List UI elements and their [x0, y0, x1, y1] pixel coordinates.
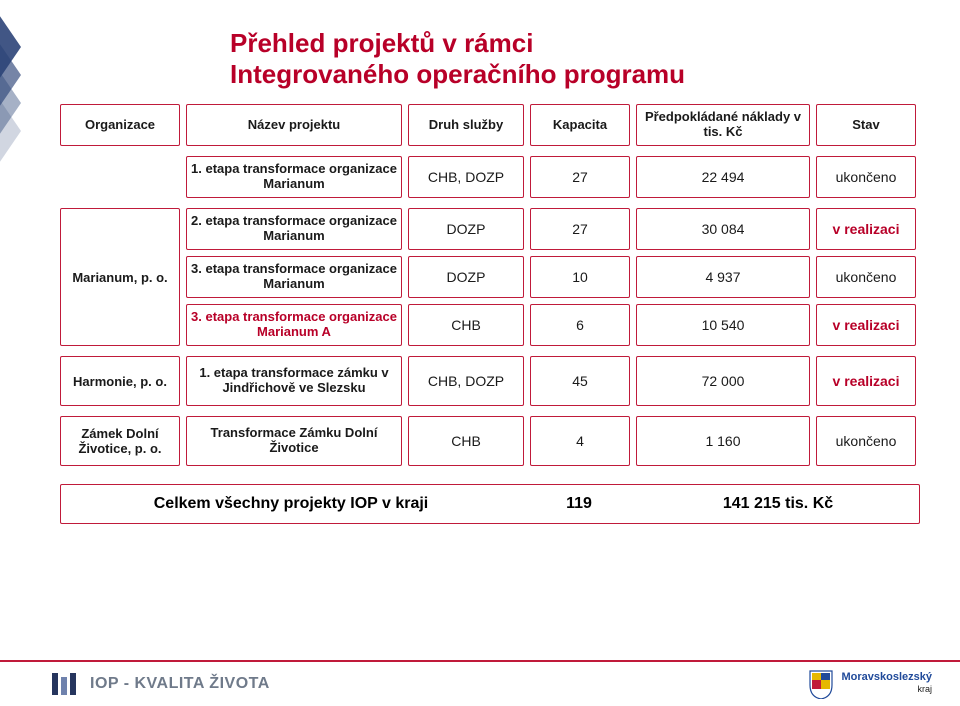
content-area: Organizace Název projektu Druh služby Ka…	[0, 104, 960, 524]
cell-name: 3. etapa transformace organizace Marianu…	[186, 256, 402, 298]
row-group-1: Marianum, p. o. 2. etapa transformace or…	[60, 208, 920, 346]
msk-logo: Moravskoslezský kraj	[808, 669, 933, 699]
row-group-2: Harmonie, p. o. 1. etapa transformace zá…	[60, 356, 920, 406]
cell-cap: 10	[530, 256, 630, 298]
total-money: 141 215 tis. Kč	[637, 495, 919, 513]
org-cell-zamek: Zámek Dolní Životice, p. o.	[60, 416, 180, 466]
cell-name: 1. etapa transformace organizace Marianu…	[186, 156, 402, 198]
title-line1: Přehled projektů v rámci	[230, 28, 533, 58]
table-header: Organizace Název projektu Druh služby Ka…	[60, 104, 920, 146]
rows-col-3: Transformace Zámku Dolní Životice CHB 4 …	[186, 416, 916, 466]
footer: IOP - KVALITA ŽIVOTA Moravskoslezský kra…	[0, 660, 960, 706]
msk-line1: Moravskoslezský	[842, 671, 933, 683]
header-cap: Kapacita	[530, 104, 630, 146]
cell-cost: 10 540	[636, 304, 810, 346]
total-row: Celkem všechny projekty IOP v kraji 119 …	[60, 484, 920, 524]
slide-title: Přehled projektů v rámci Integrovaného o…	[0, 0, 960, 104]
cell-type: CHB, DOZP	[408, 156, 524, 198]
iop-mark-icon	[52, 673, 76, 695]
cell-name: 2. etapa transformace organizace Marianu…	[186, 208, 402, 250]
table-row: 1. etapa transformace zámku v Jindřichov…	[186, 356, 916, 406]
cell-cost: 72 000	[636, 356, 810, 406]
cell-status: ukončeno	[816, 156, 916, 198]
org-cell-marianum: Marianum, p. o.	[60, 208, 180, 346]
org-cell-harmonie: Harmonie, p. o.	[60, 356, 180, 406]
cell-cost: 1 160	[636, 416, 810, 466]
table-row: 1. etapa transformace organizace Marianu…	[186, 156, 916, 198]
org-cell-empty	[60, 156, 180, 198]
slide: Přehled projektů v rámci Integrovaného o…	[0, 0, 960, 706]
msk-text: Moravskoslezský kraj	[842, 672, 933, 695]
cell-name: Transformace Zámku Dolní Životice	[186, 416, 402, 466]
rows-col-0: 1. etapa transformace organizace Marianu…	[186, 156, 916, 198]
row-group-0: 1. etapa transformace organizace Marianu…	[60, 156, 920, 198]
table-row: 2. etapa transformace organizace Marianu…	[186, 208, 916, 250]
cell-cap: 27	[530, 156, 630, 198]
header-status: Stav	[816, 104, 916, 146]
rows-col-2: 1. etapa transformace zámku v Jindřichov…	[186, 356, 916, 406]
iop-logo: IOP - KVALITA ŽIVOTA	[52, 673, 270, 695]
iop-text: IOP - KVALITA ŽIVOTA	[90, 675, 270, 693]
header-name: Název projektu	[186, 104, 402, 146]
cell-type: DOZP	[408, 208, 524, 250]
cell-cost: 30 084	[636, 208, 810, 250]
cell-type: CHB	[408, 416, 524, 466]
cell-cost: 4 937	[636, 256, 810, 298]
header-org: Organizace	[60, 104, 180, 146]
cell-type: DOZP	[408, 256, 524, 298]
rows-col-1: 2. etapa transformace organizace Marianu…	[186, 208, 916, 346]
cell-status: v realizaci	[816, 356, 916, 406]
header-cost: Předpokládané náklady v tis. Kč	[636, 104, 810, 146]
cell-type: CHB, DOZP	[408, 356, 524, 406]
cell-cap: 4	[530, 416, 630, 466]
table-row: Transformace Zámku Dolní Životice CHB 4 …	[186, 416, 916, 466]
cell-name: 1. etapa transformace zámku v Jindřichov…	[186, 356, 402, 406]
total-count: 119	[521, 495, 637, 513]
shield-icon	[808, 669, 834, 699]
cell-cap: 45	[530, 356, 630, 406]
cell-status: ukončeno	[816, 256, 916, 298]
cell-cost: 22 494	[636, 156, 810, 198]
cell-cap: 6	[530, 304, 630, 346]
title-line2: Integrovaného operačního programu	[230, 59, 685, 89]
cell-status: v realizaci	[816, 208, 916, 250]
cell-type: CHB	[408, 304, 524, 346]
total-label: Celkem všechny projekty IOP v kraji	[61, 495, 521, 513]
cell-cap: 27	[530, 208, 630, 250]
cell-status: ukončeno	[816, 416, 916, 466]
row-group-3: Zámek Dolní Životice, p. o. Transformace…	[60, 416, 920, 466]
header-type: Druh služby	[408, 104, 524, 146]
msk-line2: kraj	[917, 684, 932, 694]
cell-name: 3. etapa transformace organizace Marianu…	[186, 304, 402, 346]
cell-status: v realizaci	[816, 304, 916, 346]
table-row: 3. etapa transformace organizace Marianu…	[186, 304, 916, 346]
table-row: 3. etapa transformace organizace Marianu…	[186, 256, 916, 298]
